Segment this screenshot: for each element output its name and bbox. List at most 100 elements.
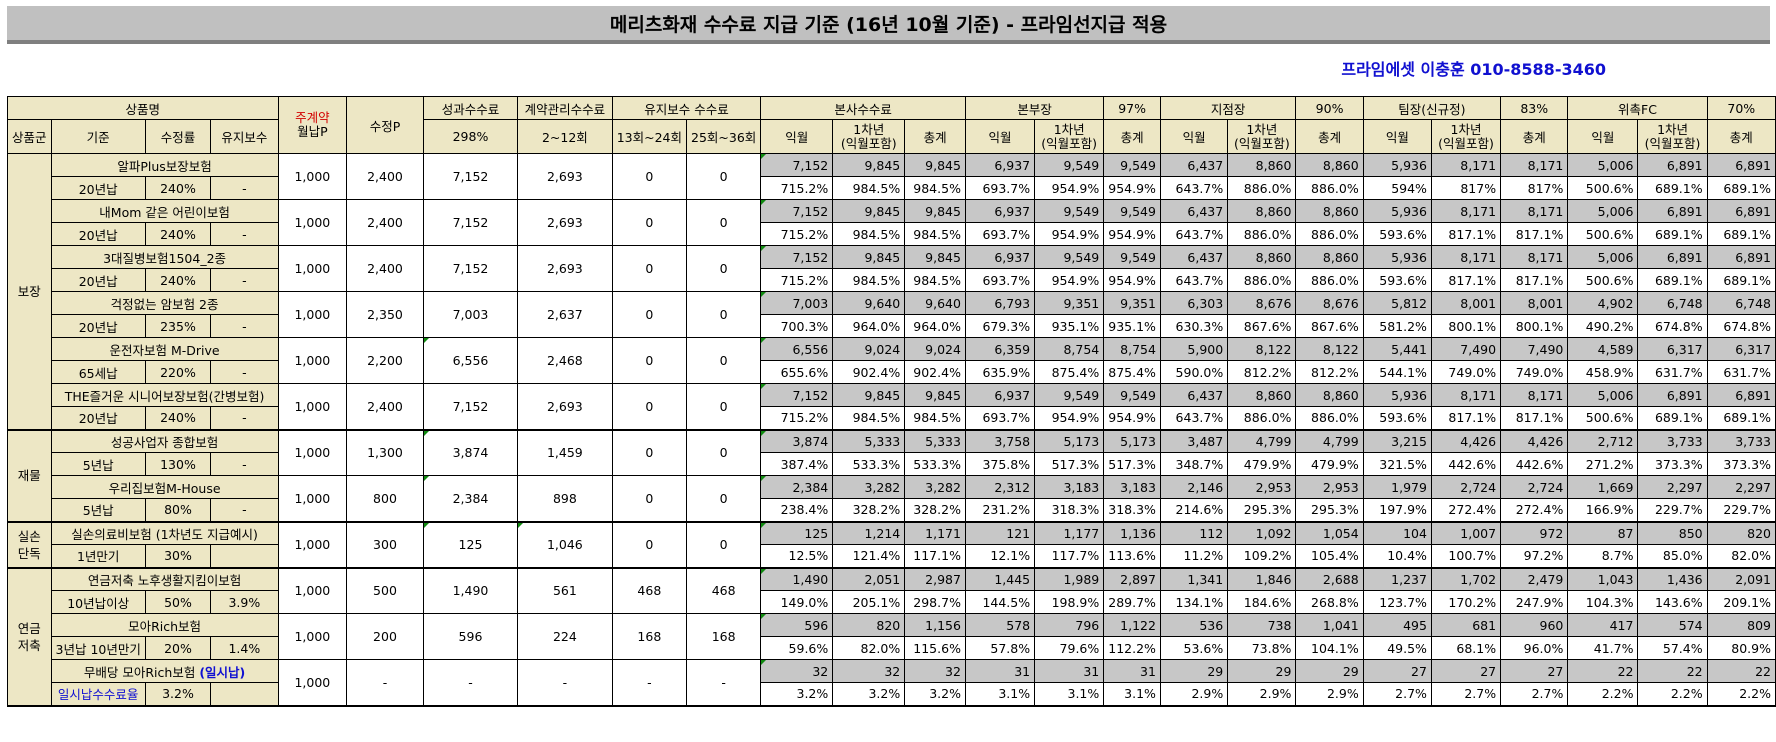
percent-cell: 68.1% [1430, 636, 1502, 660]
amount-cell: 5,006 [1567, 199, 1639, 223]
percent-cell: 544.1% [1362, 360, 1432, 384]
percent-cell: 935.1% [1103, 314, 1161, 338]
percent-cell: 209.1% [1706, 590, 1776, 614]
amount-cell: 8,001 [1430, 291, 1502, 315]
header-level-1: 본부장 [964, 96, 1105, 120]
page-title: 메리츠화재 수수료 지급 기준 (16년 10월 기준) - 프라임선지급 적용 [7, 6, 1770, 44]
adjusted-premium: - [346, 659, 424, 707]
percent-cell: 715.2% [760, 268, 834, 292]
percent-cell: 112.2% [1103, 636, 1161, 660]
header-group: 상품군 [7, 119, 52, 154]
header-col-year1-a: 1차년 [1246, 121, 1278, 137]
maint-fee-25: 0 [685, 337, 762, 384]
amount-cell: 4,589 [1567, 337, 1639, 361]
amount-cell: 1,979 [1362, 475, 1432, 499]
product-detail-row: 5년납 80% -238.4% 328.2% 328.2% 231.2% 318.3% 318… [8, 498, 1776, 523]
amount-cell: 7,152 [760, 383, 834, 407]
amount-cell: 9,549 [1034, 245, 1105, 269]
percent-cell: 700.3% [760, 314, 834, 338]
amount-cell: 5,936 [1362, 383, 1432, 407]
percent-cell: 117.1% [904, 544, 966, 569]
percent-cell: 689.1% [1637, 222, 1708, 246]
header-col-year1: 1차년 (익월포함) [832, 119, 906, 154]
amount-cell: 8,122 [1295, 337, 1364, 361]
header-col-year1: 1차년 (익월포함) [1034, 119, 1105, 154]
percent-cell: 800.1% [1500, 314, 1569, 338]
amount-cell: 9,845 [904, 383, 966, 407]
amount-cell: 6,317 [1706, 337, 1776, 361]
amount-cell: 1,445 [964, 567, 1036, 591]
percent-cell: 984.5% [832, 222, 906, 246]
percent-cell: 115.6% [904, 636, 966, 660]
mgmt-fee: 2,637 [517, 291, 613, 338]
header-col-year1-b: (익월포함) [1041, 135, 1098, 151]
percent-cell: 231.2% [964, 498, 1036, 523]
amount-cell: 3,183 [1103, 475, 1161, 499]
amount-cell: 6,437 [1159, 153, 1229, 177]
percent-cell: 373.3% [1706, 452, 1776, 476]
amount-cell: 1,041 [1295, 613, 1364, 637]
maint-fee-25: 0 [685, 245, 762, 292]
amount-cell: 2,688 [1295, 567, 1364, 591]
percent-cell: 238.4% [760, 498, 834, 523]
percent-cell: 689.1% [1706, 176, 1776, 200]
amount-cell: 6,748 [1706, 291, 1776, 315]
percent-cell: 886.0% [1295, 176, 1364, 200]
percent-cell: 689.1% [1637, 268, 1708, 292]
adjusted-premium: 2,200 [346, 337, 424, 384]
amount-cell: 6,891 [1637, 245, 1708, 269]
percent-cell: 631.7% [1706, 360, 1776, 384]
header-col-total: 총계 [1706, 119, 1776, 154]
product-rate: 30% [144, 544, 212, 569]
amount-cell: 2,897 [1103, 567, 1161, 591]
product-maint: - [210, 452, 279, 476]
product-criteria: 5년납 [50, 452, 146, 476]
amount-cell: 1,669 [1567, 475, 1639, 499]
product-maint: - [210, 498, 279, 523]
header-maint: 유지보수 [210, 119, 279, 154]
amount-cell: 5,936 [1362, 245, 1432, 269]
amount-cell: 8,171 [1430, 199, 1502, 223]
amount-cell: 1,702 [1430, 567, 1502, 591]
percent-cell: 533.3% [832, 452, 906, 476]
percent-cell: 500.6% [1567, 406, 1639, 431]
amount-cell: 2,479 [1500, 567, 1569, 591]
product-row: 모아Rich보험 1,000 200 596 224 168 168 596 820 1,156 5… [8, 613, 1776, 660]
amount-cell: 31 [1034, 659, 1105, 683]
header-col-year1: 1차년 (익월포함) [1227, 119, 1297, 154]
percent-cell: 82.0% [1706, 544, 1776, 569]
percent-cell: 817.1% [1500, 222, 1569, 246]
main-premium: 1,000 [277, 337, 348, 384]
percent-cell: 59.6% [760, 636, 834, 660]
adjusted-premium: 2,400 [346, 245, 424, 292]
main-premium: 1,000 [277, 245, 348, 292]
header-col-year1-a: 1차년 [1450, 121, 1482, 137]
percent-cell: 635.9% [964, 360, 1036, 384]
amount-cell: 809 [1706, 613, 1776, 637]
percent-cell: 689.1% [1706, 406, 1776, 431]
amount-cell: 972 [1500, 521, 1569, 545]
percent-cell: 3.2% [832, 682, 906, 707]
perf-fee: 125 [422, 521, 519, 569]
percent-cell: 817% [1500, 176, 1569, 200]
amount-cell: 5,333 [832, 429, 906, 453]
amount-cell: 6,748 [1637, 291, 1708, 315]
perf-fee: 7,152 [422, 245, 519, 292]
amount-cell: 6,437 [1159, 199, 1229, 223]
amount-cell: 596 [760, 613, 834, 637]
percent-cell: 593.6% [1362, 406, 1432, 431]
maint-fee-13: - [611, 659, 688, 707]
amount-cell: 1,171 [904, 521, 966, 545]
amount-cell: 31 [964, 659, 1036, 683]
product-name: 걱정없는 암보험 2종 [50, 291, 279, 315]
product-row: 연금저축 연금저축 노후생활지킴이보험 1,000 500 1,490 561 468 468… [7, 567, 1776, 707]
product-row: 걱정없는 암보험 2종 1,000 2,350 7,003 2,637 0 0 7,003 9,… [8, 291, 1776, 338]
percent-cell: 2.7% [1362, 682, 1432, 707]
amount-cell: 8,860 [1227, 245, 1297, 269]
percent-cell: 104.3% [1567, 590, 1639, 614]
adjusted-premium: 2,400 [346, 199, 424, 246]
maint-fee-13: 0 [611, 199, 688, 246]
amount-cell: 6,891 [1637, 153, 1708, 177]
amount-cell: 9,845 [832, 153, 906, 177]
amount-cell: 9,549 [1103, 199, 1161, 223]
